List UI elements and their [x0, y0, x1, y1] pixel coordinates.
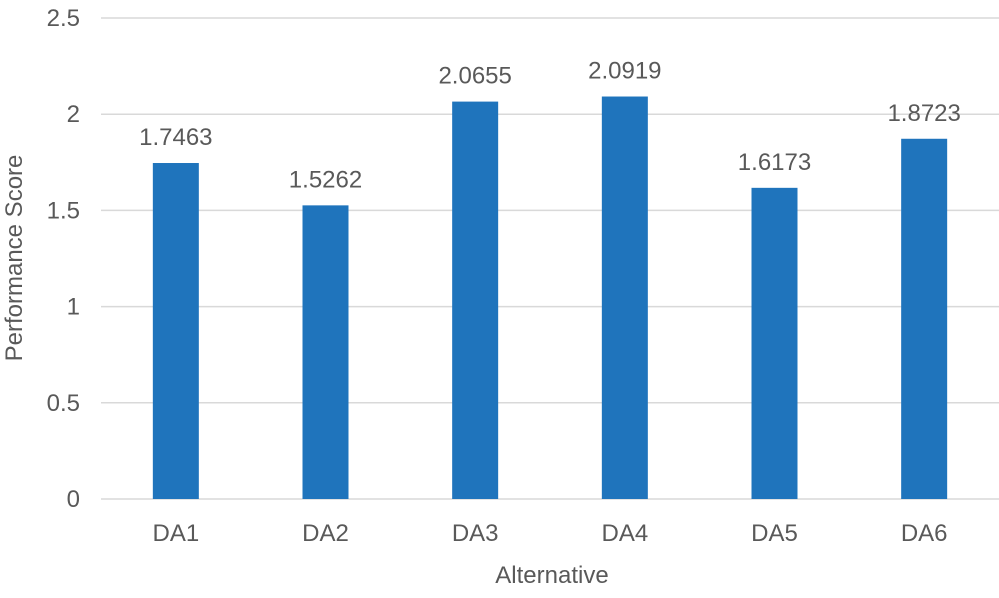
bar-da4 [601, 96, 648, 500]
bars [152, 96, 948, 500]
y-tick-label: 0 [67, 486, 80, 513]
bar-da3 [452, 101, 499, 499]
x-tick-label: DA5 [751, 520, 798, 547]
x-tick-label: DA3 [452, 520, 499, 547]
data-label: 1.6173 [738, 149, 811, 176]
data-label: 2.0919 [588, 58, 661, 85]
y-axis-title: Performance Score [1, 155, 28, 362]
x-axis-tick-labels: DA1 DA2 DA3 DA4 DA5 DA6 [152, 520, 947, 547]
x-axis-title: Alternative [495, 562, 608, 589]
y-axis-tick-labels: 0 0.5 1 1.5 2 2.5 [47, 5, 80, 513]
bar-da2 [302, 205, 349, 499]
y-tick-label: 2 [67, 101, 80, 128]
y-tick-label: 1 [67, 294, 80, 321]
y-tick-label: 2.5 [47, 5, 80, 32]
data-label: 1.7463 [139, 124, 212, 151]
bar-da1 [152, 163, 199, 499]
data-label: 1.5262 [289, 166, 362, 193]
data-label: 2.0655 [438, 63, 511, 90]
bar-da6 [901, 138, 948, 500]
x-tick-label: DA6 [901, 520, 948, 547]
bar-da5 [751, 187, 798, 499]
data-labels: 1.7463 1.5262 2.0655 2.0919 1.6173 1.8723 [139, 58, 961, 194]
x-tick-label: DA2 [302, 520, 349, 547]
x-tick-label: DA1 [152, 520, 199, 547]
data-label: 1.8723 [887, 100, 960, 127]
y-tick-label: 0.5 [47, 390, 80, 417]
gridlines [101, 17, 999, 500]
y-tick-label: 1.5 [47, 197, 80, 224]
x-tick-label: DA4 [601, 520, 648, 547]
